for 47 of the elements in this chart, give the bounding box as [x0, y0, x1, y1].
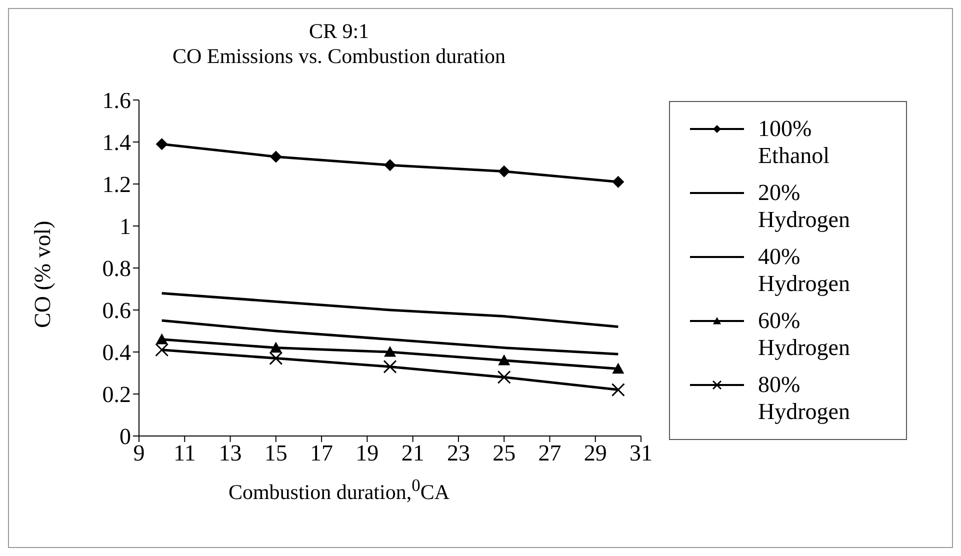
- line-series: [160, 319, 620, 356]
- point: [383, 360, 397, 374]
- point: [611, 383, 625, 397]
- y-tick-label: 1.4: [102, 130, 132, 156]
- chart-title: CR 9:1: [308, 19, 370, 44]
- point: [498, 354, 510, 366]
- x-tick-label: 27: [538, 440, 562, 466]
- point: [497, 370, 511, 384]
- x-tick-label: 9: [133, 440, 145, 466]
- point: [270, 342, 282, 353]
- line-series: [160, 292, 620, 328]
- x-tick-label: 15: [264, 440, 288, 466]
- y-tick-label: 1.6: [102, 88, 131, 114]
- x-axis-title: Combustion duration,$^{0}$CA: [227, 475, 451, 505]
- x-tick-label: 31: [630, 440, 652, 466]
- point: [156, 333, 168, 344]
- chart-subtitle: CO Emissions vs. Combustion duration: [171, 44, 507, 69]
- y-axis-title: CO (% vol): [30, 220, 56, 328]
- y-tick-label: 0.2: [102, 382, 131, 408]
- y-tick-label: 0.6: [102, 298, 131, 324]
- x-tick-label: 25: [492, 440, 516, 466]
- legend-label: 40% Hydrogen: [758, 243, 851, 297]
- legend-label: 60% Hydrogen: [758, 307, 851, 361]
- legend-label: 20% Hydrogen: [758, 179, 851, 233]
- legend-label: 80% Hydrogen: [758, 371, 851, 425]
- x-tick-label: 13: [218, 440, 242, 466]
- x-tick-label: 19: [356, 440, 379, 466]
- y-tick-label: 0.4: [102, 340, 132, 366]
- point: [498, 165, 510, 178]
- point: [612, 176, 624, 188]
- point: [156, 138, 168, 150]
- point: [384, 159, 396, 172]
- y-tick-label: 0: [120, 424, 131, 450]
- x-tick-label: 17: [310, 440, 334, 466]
- point: [384, 346, 396, 357]
- y-tick-label: 1: [120, 214, 131, 240]
- x-tick-label: 23: [446, 440, 470, 466]
- point: [612, 362, 624, 374]
- x-tick-label: 29: [584, 440, 607, 466]
- legend-label: 100% Ethanol: [758, 115, 831, 169]
- point: [270, 150, 282, 163]
- point: [155, 343, 169, 357]
- y-tick-label: 1.2: [102, 172, 131, 198]
- point: [269, 352, 283, 366]
- x-tick-label: 11: [174, 440, 196, 466]
- y-tick-label: 0.8: [102, 256, 131, 282]
- x-tick-label: 21: [401, 440, 424, 466]
